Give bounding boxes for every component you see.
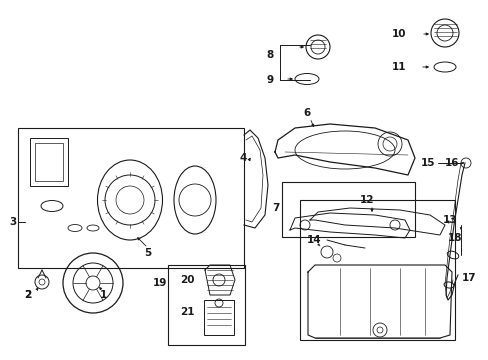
Text: 10: 10: [391, 29, 406, 39]
Bar: [18, 128, 244, 268]
Text: 17: 17: [461, 273, 475, 283]
Text: 14: 14: [306, 235, 321, 245]
Text: 8: 8: [266, 50, 273, 60]
Text: 4: 4: [239, 153, 246, 163]
Bar: [203, 300, 234, 335]
Text: 13: 13: [442, 215, 456, 225]
Bar: [282, 182, 414, 237]
Bar: [299, 200, 454, 340]
Text: 11: 11: [391, 62, 406, 72]
Text: 15: 15: [420, 158, 434, 168]
Text: 6: 6: [303, 108, 310, 118]
Text: 21: 21: [180, 307, 194, 317]
Bar: [30, 138, 68, 186]
Text: 5: 5: [144, 248, 151, 258]
Text: 12: 12: [359, 195, 373, 205]
Text: 2: 2: [24, 290, 32, 300]
Text: 7: 7: [272, 203, 279, 213]
Text: 1: 1: [99, 290, 106, 300]
Text: 2: 2: [24, 290, 32, 300]
Text: 19: 19: [153, 278, 167, 288]
Text: 3: 3: [9, 217, 17, 227]
Text: 9: 9: [266, 75, 273, 85]
Bar: [168, 265, 244, 345]
Bar: [35, 143, 63, 181]
Text: 18: 18: [447, 233, 461, 243]
Text: 16: 16: [444, 158, 458, 168]
Text: 20: 20: [180, 275, 194, 285]
